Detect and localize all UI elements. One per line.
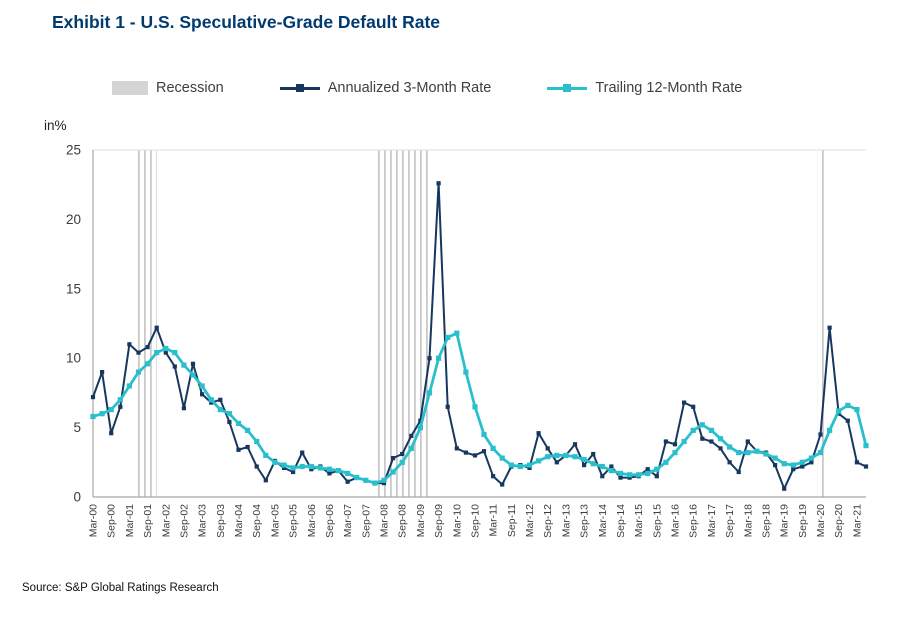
svg-text:Sep-01: Sep-01 [142,504,154,538]
source-note: Source: S&P Global Ratings Research [22,582,219,594]
svg-text:15: 15 [66,281,81,296]
svg-text:Mar-21: Mar-21 [851,504,863,537]
svg-text:Sep-04: Sep-04 [251,504,263,538]
line-marker-swatch-icon [547,81,588,95]
svg-text:Sep-10: Sep-10 [469,504,481,538]
svg-text:Mar-10: Mar-10 [451,504,463,537]
svg-text:Mar-15: Mar-15 [633,504,645,537]
legend-label: Recession [156,80,224,96]
svg-text:Sep-02: Sep-02 [178,504,190,538]
svg-text:Mar-00: Mar-00 [88,504,100,537]
svg-text:Sep-06: Sep-06 [324,504,336,538]
svg-text:Sep-11: Sep-11 [506,504,518,537]
svg-text:Mar-07: Mar-07 [342,504,354,537]
svg-text:Mar-04: Mar-04 [233,504,245,537]
svg-text:Mar-13: Mar-13 [560,504,572,537]
legend-item-recession: Recession [112,80,224,96]
legend-item-annualized-3-month-rate: Annualized 3-Month Rate [279,80,492,96]
svg-text:0: 0 [73,490,81,505]
chart-title: Exhibit 1 - U.S. Speculative-Grade Defau… [52,12,441,32]
recession-swatch-icon [112,81,148,95]
svg-text:Mar-20: Mar-20 [815,504,827,537]
legend-item-trailing-12-month-rate: Trailing 12-Month Rate [547,80,742,96]
series-trailing-12-month-rate [90,330,869,486]
svg-text:Mar-03: Mar-03 [197,504,209,537]
svg-text:Sep-07: Sep-07 [360,504,372,538]
svg-text:Mar-16: Mar-16 [670,504,682,537]
svg-text:Mar-12: Mar-12 [524,504,536,537]
svg-text:Sep-19: Sep-19 [797,504,809,538]
svg-text:Sep-20: Sep-20 [833,504,845,538]
svg-text:Sep-14: Sep-14 [615,504,627,538]
svg-text:Sep-09: Sep-09 [433,504,445,538]
svg-text:Mar-19: Mar-19 [779,504,791,537]
line-marker-swatch-icon [279,81,320,95]
svg-text:Sep-13: Sep-13 [579,504,591,538]
x-axis-tick-labels: Mar-00 Sep-00 Mar-01 Sep-01 Mar-02 Sep-02 Mar-… [88,504,864,538]
chart-legend: Recession Annualized 3-Month Rate Trailing… [112,80,742,96]
svg-text:Mar-06: Mar-06 [306,504,318,537]
svg-text:Mar-18: Mar-18 [742,504,754,537]
svg-text:5: 5 [73,420,81,435]
svg-text:Mar-01: Mar-01 [124,504,136,537]
svg-text:10: 10 [66,351,81,366]
svg-text:Sep-17: Sep-17 [724,504,736,538]
svg-text:Sep-05: Sep-05 [288,504,300,538]
legend-label: Trailing 12-Month Rate [595,80,743,96]
svg-text:25: 25 [66,143,81,158]
svg-text:Sep-00: Sep-00 [106,504,118,538]
axes [92,150,866,498]
svg-text:Sep-12: Sep-12 [542,504,554,538]
svg-text:Mar-02: Mar-02 [160,504,172,537]
svg-text:Sep-18: Sep-18 [760,504,772,538]
series-annualized-3-month-rate [90,181,869,491]
y-axis-tick-labels: 0 5 10 15 20 25 [66,143,81,505]
svg-text:Mar-08: Mar-08 [379,504,391,537]
svg-text:Sep-15: Sep-15 [651,504,663,538]
y-axis-unit-label: in% [44,118,67,133]
recession-bands [133,150,825,497]
svg-text:Mar-09: Mar-09 [415,504,427,537]
svg-text:20: 20 [66,212,81,227]
svg-text:Mar-14: Mar-14 [597,504,609,537]
legend-label: Annualized 3-Month Rate [327,80,492,96]
svg-text:Sep-08: Sep-08 [397,504,409,538]
svg-text:Sep-03: Sep-03 [215,504,227,538]
svg-text:Mar-05: Mar-05 [269,504,281,537]
svg-text:Mar-11: Mar-11 [488,504,500,537]
svg-text:Mar-17: Mar-17 [706,504,718,537]
svg-text:Sep-16: Sep-16 [688,504,700,538]
